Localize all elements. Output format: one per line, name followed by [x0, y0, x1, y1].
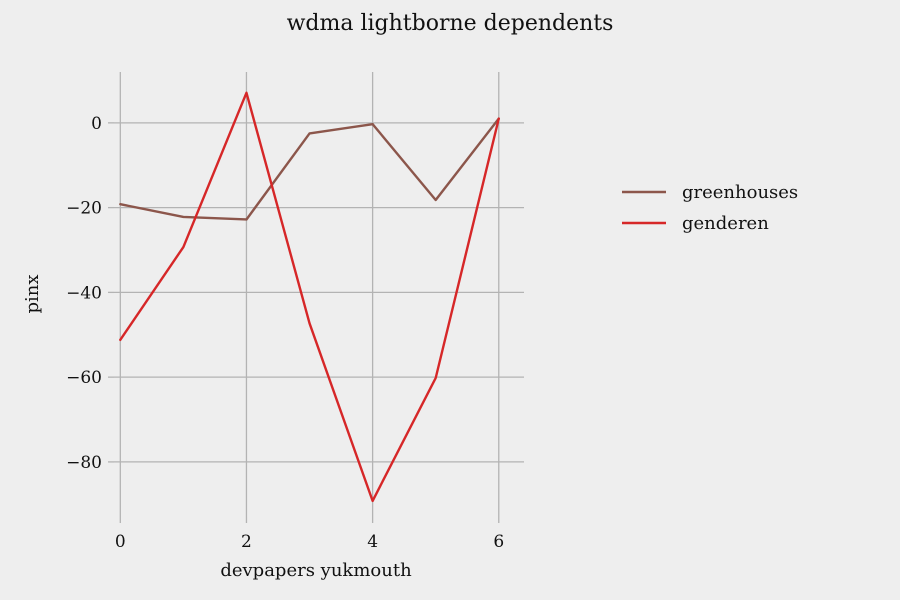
- legend-label-greenhouses: greenhouses: [682, 182, 798, 203]
- legend-label-genderen: genderen: [682, 213, 769, 234]
- y-tick-label: −20: [66, 199, 102, 219]
- legend: greenhouses genderen: [622, 182, 798, 234]
- x-tick-label: 4: [367, 532, 378, 552]
- x-axis-label: devpapers yukmouth: [220, 560, 412, 581]
- series-line-greenhouses: [119, 117, 500, 221]
- x-tick-label: 0: [115, 532, 126, 552]
- x-tick-label: 2: [241, 532, 252, 552]
- axis-ticks: 0 2 4 6 0 −20 −40 −60 −80: [66, 114, 504, 552]
- y-tick-label: −80: [66, 453, 102, 473]
- y-tick-label: 0: [91, 114, 102, 134]
- x-tick-label: 6: [493, 532, 504, 552]
- y-tick-label: −40: [66, 283, 102, 303]
- plot-series: [119, 91, 500, 503]
- y-tick-label: −60: [66, 368, 102, 388]
- series-line-genderen: [119, 91, 500, 503]
- grid: [114, 72, 524, 517]
- y-axis-label: pinx: [22, 274, 43, 313]
- chart-title: wdma lightborne dependents: [287, 11, 614, 36]
